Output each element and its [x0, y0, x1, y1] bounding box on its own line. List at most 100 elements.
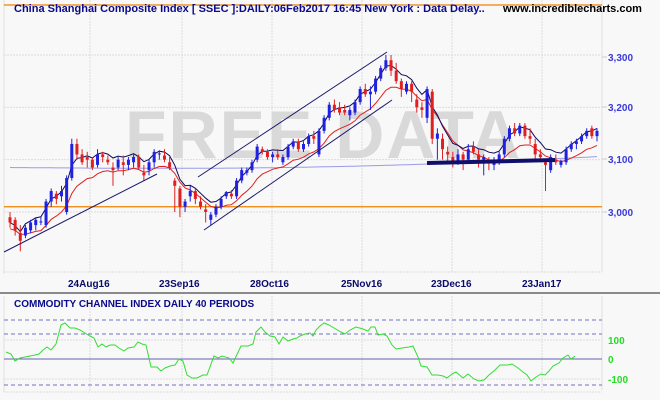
candle	[456, 154, 460, 163]
candle	[559, 160, 563, 165]
candle	[430, 91, 434, 139]
price-label-3000: 3,000	[608, 208, 633, 219]
candle	[137, 157, 141, 168]
candle	[116, 159, 120, 168]
candle	[507, 128, 511, 139]
candle	[183, 201, 187, 207]
candle	[39, 221, 43, 223]
candle	[173, 180, 177, 186]
candle	[374, 78, 378, 92]
date-axis: 24Aug16 23Sep16 28Oct16 25Nov16 23Dec16 …	[68, 279, 562, 290]
cci-title: COMMODITY CHANNEL INDEX DAILY 40 PERIODS	[14, 299, 255, 310]
candle	[121, 162, 125, 165]
candle	[29, 222, 33, 231]
candle	[574, 141, 578, 144]
cci-dashed-levels	[4, 319, 602, 386]
candlestick-series	[8, 55, 599, 252]
candle	[518, 125, 522, 134]
candle	[199, 201, 203, 207]
candle	[410, 83, 414, 92]
date-label: 25Nov16	[341, 279, 383, 290]
candle	[291, 141, 295, 147]
cci-grid	[4, 296, 602, 393]
candle	[157, 153, 161, 155]
candle	[132, 157, 136, 163]
candle	[54, 193, 58, 199]
candle	[363, 89, 367, 95]
candle	[451, 157, 455, 163]
candle	[286, 146, 290, 158]
price-axis: 3,300 3,200 3,100 3,000	[602, 53, 633, 219]
site-link[interactable]: www.incrediblecharts.com	[502, 3, 642, 15]
candle	[389, 60, 393, 71]
cci-axis: 100 0 -100	[608, 336, 628, 386]
candle	[307, 136, 311, 144]
date-label: 28Oct16	[250, 279, 289, 290]
candle	[404, 83, 408, 92]
price-grid	[4, 0, 602, 272]
candle	[549, 157, 553, 171]
candle	[49, 191, 53, 202]
candle	[569, 143, 573, 150]
candle	[219, 198, 223, 207]
candle	[502, 138, 506, 155]
candle	[245, 170, 249, 173]
candle	[332, 104, 336, 110]
candle	[368, 91, 372, 95]
candle	[126, 159, 130, 165]
date-label: 23Sep16	[159, 279, 200, 290]
trendlines	[3, 51, 393, 253]
candle	[296, 141, 300, 150]
candle	[18, 232, 22, 241]
cci-label-0: 0	[608, 355, 614, 366]
candle	[271, 154, 275, 158]
candle	[214, 206, 218, 215]
chart-title: China Shanghai Composite Index [ SSEC ]:…	[14, 3, 485, 15]
candle	[441, 138, 445, 150]
candle	[399, 81, 403, 90]
candle	[523, 125, 527, 137]
candle	[482, 157, 486, 160]
candle	[44, 201, 48, 226]
candle	[34, 219, 38, 226]
candle	[343, 109, 347, 113]
candle	[59, 191, 63, 197]
candle	[240, 170, 244, 181]
date-label: 23Jan17	[522, 279, 562, 290]
candle	[353, 102, 357, 113]
candle	[152, 151, 156, 163]
candle	[497, 154, 501, 163]
candle	[13, 219, 17, 231]
candle	[75, 143, 79, 155]
candle	[554, 159, 558, 163]
candle	[96, 154, 100, 165]
candle	[178, 188, 182, 207]
candle	[229, 193, 233, 197]
candle	[435, 133, 439, 139]
candle	[224, 192, 228, 197]
short-moving-average	[9, 64, 598, 233]
candle	[168, 162, 172, 168]
candle	[70, 143, 74, 178]
candle	[420, 107, 424, 110]
cci-label-100: 100	[608, 336, 625, 347]
candle	[204, 209, 208, 212]
candle	[348, 109, 352, 116]
candle	[513, 128, 517, 134]
candle	[564, 149, 568, 163]
candle	[250, 162, 254, 171]
candle	[147, 162, 151, 171]
candle	[317, 130, 321, 155]
candle	[544, 162, 548, 165]
price-label-3300: 3,300	[608, 53, 633, 64]
candle	[394, 70, 398, 82]
cci-label-minus-100: -100	[608, 375, 628, 386]
candle	[142, 172, 146, 176]
cci-line	[5, 322, 576, 382]
candle	[23, 227, 27, 236]
candle	[477, 154, 481, 160]
candle	[260, 149, 264, 152]
candle	[111, 167, 115, 171]
candle	[235, 180, 239, 197]
